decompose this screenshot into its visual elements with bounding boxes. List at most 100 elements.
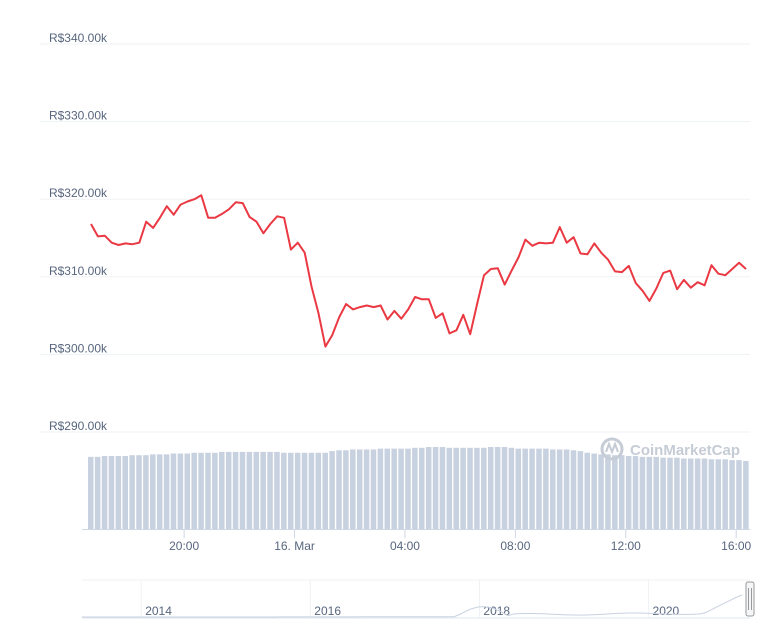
volume-bar <box>177 453 184 529</box>
volume-bar <box>108 456 115 529</box>
volume-bar <box>356 449 363 529</box>
volume-bar <box>156 454 163 529</box>
volume-bar <box>708 459 715 529</box>
volume-bar <box>515 448 522 529</box>
volume-bar <box>584 452 591 529</box>
x-tick-label: 16. Mar <box>274 539 315 553</box>
volume-bar <box>122 456 128 529</box>
volume-bar <box>253 451 260 529</box>
volume-bar <box>743 460 749 529</box>
x-tick-label: 08:00 <box>500 539 530 553</box>
volume-bar <box>143 455 149 529</box>
volume-bar <box>722 459 728 529</box>
y-tick-label: R$340.00k <box>49 31 108 45</box>
volume-bar <box>425 447 432 529</box>
navigator-tick-label: 2014 <box>145 604 172 618</box>
y-tick-label: R$300.00k <box>49 341 108 355</box>
volume-bar <box>570 450 577 529</box>
volume-bar <box>639 456 646 529</box>
volume-bar <box>694 458 701 529</box>
volume-bar <box>667 457 673 529</box>
navigator-tick-label: 2016 <box>314 604 341 618</box>
volume-bar <box>412 447 418 529</box>
volume-bars <box>88 447 749 529</box>
volume-bar <box>487 447 494 529</box>
volume-bar <box>701 458 708 529</box>
navigator-tick-label: 2020 <box>653 604 680 618</box>
volume-bar <box>198 452 204 529</box>
price-line[interactable] <box>90 194 747 348</box>
volume-bar <box>301 452 308 529</box>
volume-bar <box>184 453 191 529</box>
volume-bar <box>205 452 211 529</box>
volume-bar <box>191 452 197 529</box>
x-axis: 20:00 16. Mar 04:00 08:00 12:00 16:00 <box>82 529 752 553</box>
volume-bar <box>322 452 328 529</box>
volume-bar <box>508 447 515 529</box>
volume-bar <box>212 452 218 529</box>
volume-bar <box>239 451 246 529</box>
volume-bar <box>94 456 101 529</box>
volume-bar <box>729 460 735 529</box>
volume-bar <box>563 449 570 529</box>
x-tick-label: 04:00 <box>390 539 420 553</box>
navigator-range-handle[interactable] <box>745 581 755 617</box>
volume-bar <box>460 447 466 529</box>
volume-bar <box>736 460 742 529</box>
volume-bar <box>232 451 239 529</box>
volume-bar <box>370 449 377 529</box>
volume-bar <box>246 451 253 529</box>
volume-bar <box>274 451 280 529</box>
volume-bar <box>150 454 156 529</box>
volume-bar <box>377 448 384 529</box>
navigator-mini-series <box>82 594 743 618</box>
volume-bar <box>329 451 335 529</box>
range-navigator[interactable]: 2014 2016 2018 2020 <box>82 579 755 619</box>
volume-bar <box>88 456 94 529</box>
watermark: CoinMarketCap <box>600 437 740 461</box>
volume-bar <box>632 456 639 529</box>
volume-bar <box>136 455 142 529</box>
volume-bar <box>605 454 611 529</box>
volume-bar <box>529 448 535 529</box>
y-tick-label: R$290.00k <box>49 419 108 433</box>
volume-bar <box>294 452 301 529</box>
volume-bar <box>543 448 549 529</box>
volume-bar <box>474 447 480 529</box>
y-axis: R$340.00k R$330.00k R$320.00k R$310.00k R$30… <box>49 31 108 433</box>
volume-bar <box>163 454 170 529</box>
x-tick-label: 20:00 <box>169 539 199 553</box>
volume-bar <box>522 448 528 529</box>
y-tick-label: R$320.00k <box>49 186 108 200</box>
x-tick-label: 16:00 <box>721 539 751 553</box>
volume-bar <box>612 455 618 529</box>
volume-bar <box>170 453 177 529</box>
volume-bar <box>536 448 542 529</box>
volume-bar <box>267 451 273 529</box>
volume-bar <box>625 456 632 529</box>
volume-bar <box>660 457 666 529</box>
volume-bar <box>674 457 680 529</box>
volume-bar <box>481 447 487 529</box>
watermark-brand: CoinMarketCap <box>630 442 740 459</box>
navigator-tick-label: 2018 <box>483 604 510 618</box>
volume-bar <box>101 456 108 529</box>
grid-lines <box>40 43 750 433</box>
price-line-series[interactable] <box>90 194 747 348</box>
volume-bar <box>501 447 508 529</box>
volume-bar <box>129 455 135 529</box>
volume-bar <box>343 450 349 529</box>
volume-bar <box>446 447 453 529</box>
volume-bar <box>219 451 225 529</box>
volume-bar <box>550 449 556 529</box>
volume-bar <box>281 452 287 529</box>
x-tick-label: 12:00 <box>611 539 641 553</box>
volume-bar <box>577 451 584 529</box>
volume-bar <box>687 458 694 529</box>
volume-bar <box>591 453 597 529</box>
volume-bar <box>115 456 122 529</box>
volume-bar <box>653 456 659 529</box>
volume-bar <box>618 455 625 529</box>
